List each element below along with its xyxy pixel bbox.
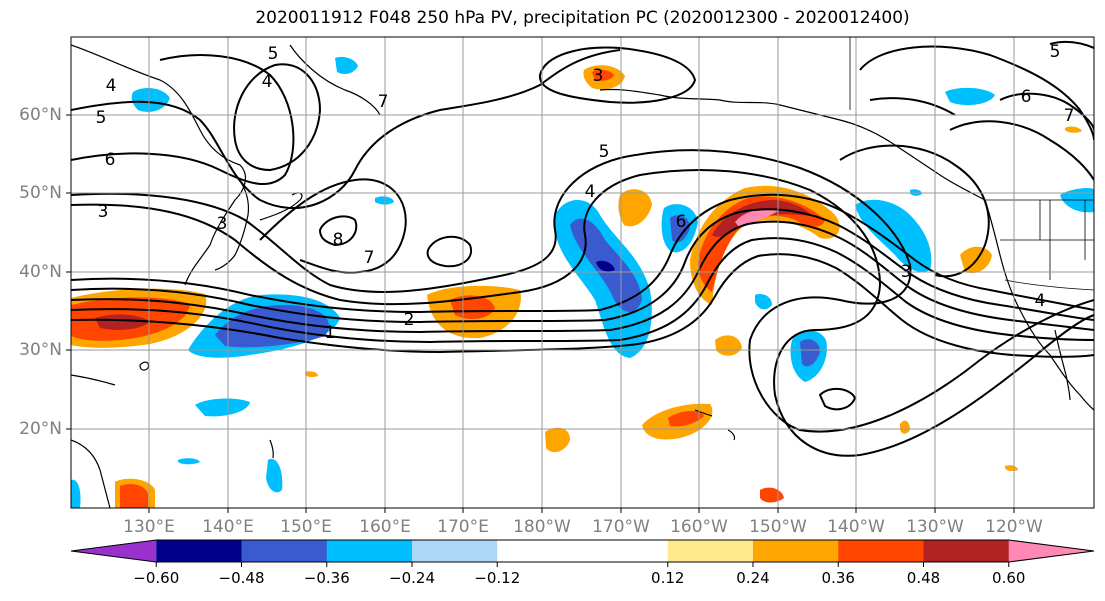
longitude-labels: 130°E 140°E 150°E 160°E 170°E 180°W 170°…	[123, 517, 1043, 537]
colorbar-tick-label: 0.60	[992, 569, 1025, 587]
colorbar-tick-label: 0.12	[651, 569, 684, 587]
contour-label: 8	[333, 230, 344, 250]
colorbar-tick-label: 0.48	[907, 569, 940, 587]
colorbar-tick-labels: −0.60 −0.48 −0.36 −0.24 −0.12 0.12 0.24 0.36 0.4…	[133, 569, 1025, 587]
contour-label: 3	[901, 262, 912, 282]
colorbar-cell	[923, 540, 1010, 562]
colorbar: −0.60 −0.48 −0.36 −0.24 −0.12 0.12 0.24 0.36 0.4…	[70, 539, 1095, 587]
lon-label: 130°W	[906, 517, 964, 537]
contour-label: 2	[404, 310, 415, 330]
colorbar-cell	[156, 540, 242, 562]
contour-label: 7	[1064, 106, 1075, 126]
lon-label: 120°W	[985, 517, 1043, 537]
gridlines	[71, 37, 1094, 508]
lon-label: 170°W	[592, 517, 650, 537]
lon-label: 150°W	[749, 517, 807, 537]
contour-label: 3	[593, 66, 604, 86]
country-borders	[849, 37, 1094, 291]
colorbar-tick-label: −0.24	[389, 569, 435, 587]
contour-label: 5	[96, 108, 107, 128]
contour-label: 4	[262, 72, 273, 92]
contour-label: 6	[1021, 87, 1032, 107]
lon-label: 150°E	[280, 517, 332, 537]
contour-label: 4	[585, 182, 596, 202]
lat-label: 50°N	[19, 183, 62, 203]
colorbar-cell	[497, 540, 583, 562]
lon-label: 140°W	[827, 517, 885, 537]
colorbar-cell	[753, 540, 839, 562]
colorbar-tick-label: −0.36	[304, 569, 350, 587]
colorbar-cell	[1008, 540, 1094, 562]
tick-marks	[66, 114, 1015, 513]
colorbar-cell	[582, 540, 669, 562]
contour-label: 3	[217, 214, 228, 234]
colorbar-tick-label: 0.24	[736, 569, 769, 587]
map-title: 2020011912 F048 250 hPa PV, precipitatio…	[255, 8, 910, 28]
lon-label: 160°E	[359, 517, 411, 537]
contour-label: 3	[98, 202, 109, 222]
contour-label: 5	[1050, 42, 1061, 62]
colorbar-ticks	[155, 562, 1010, 567]
contour-label: 6	[105, 150, 116, 170]
colorbar-cell	[667, 540, 754, 562]
contour-label: 1	[325, 323, 336, 343]
contour-label: 6	[676, 212, 687, 232]
colorbar-cell	[838, 540, 924, 562]
contour-label: 4	[1035, 291, 1046, 311]
lat-label: 30°N	[19, 340, 62, 360]
lon-label: 140°E	[202, 517, 254, 537]
colorbar-tick-label: 0.36	[822, 569, 855, 587]
lat-label: 40°N	[19, 262, 62, 282]
contour-label: 5	[268, 44, 279, 64]
lon-label: 160°W	[670, 517, 728, 537]
lon-label: 170°E	[437, 517, 489, 537]
coastlines	[71, 44, 1094, 508]
latitude-labels: 60°N 50°N 40°N 30°N 20°N	[19, 105, 62, 439]
colorbar-cell	[412, 540, 498, 562]
contour-label: 4	[106, 76, 117, 96]
colorbar-cells	[70, 539, 1095, 563]
lat-label: 20°N	[19, 419, 62, 439]
lon-label: 130°E	[123, 517, 175, 537]
contour-label: 7	[364, 248, 375, 268]
colorbar-tick-label: −0.60	[133, 569, 179, 587]
contour-label: 7	[378, 92, 389, 112]
contour-label: 5	[599, 142, 610, 162]
lat-label: 60°N	[19, 105, 62, 125]
colorbar-tick-label: −0.12	[474, 569, 520, 587]
contour-labels: 4 5 6 3 4 5 7 8 7 3 5 4 2 1 6 5 6 7 3 4 …	[96, 42, 1075, 343]
colorbar-cell	[241, 540, 328, 562]
colorbar-tick-label: −0.48	[219, 569, 265, 587]
colorbar-cell	[326, 540, 413, 562]
lon-label: 180°W	[513, 517, 571, 537]
colorbar-cell	[71, 540, 157, 562]
